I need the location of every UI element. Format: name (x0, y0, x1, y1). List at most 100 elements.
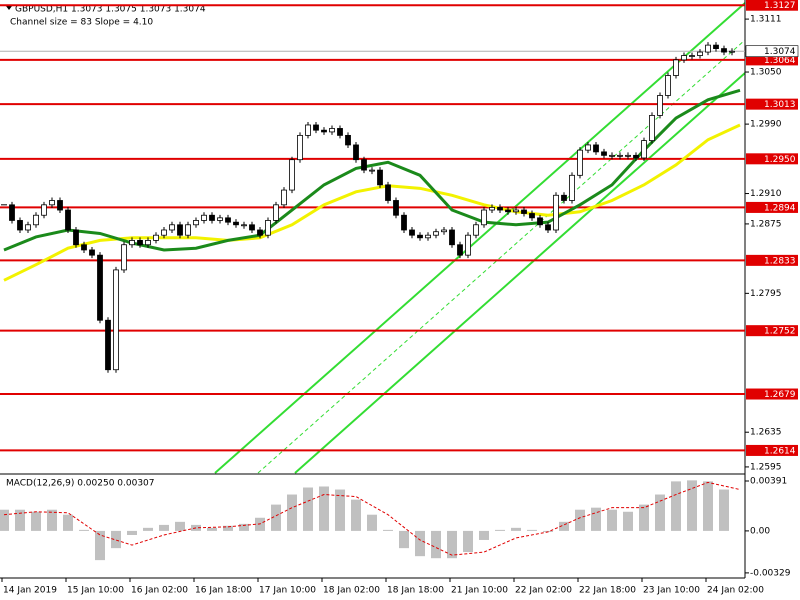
candle (225, 217, 231, 223)
candle (673, 59, 679, 76)
candle (73, 229, 79, 246)
candle (601, 151, 607, 156)
candle (409, 229, 415, 236)
ma-slow (3, 123, 741, 282)
macd-bar (687, 480, 697, 531)
candle (585, 144, 591, 151)
macd-bar (559, 521, 569, 531)
macd-bar (175, 521, 185, 531)
candle (217, 217, 223, 221)
candle (241, 224, 247, 227)
macd-bar (287, 494, 297, 531)
x-tick-label: 15 Jan 10:00 (67, 586, 124, 596)
x-tick-label: 18 Jan 02:00 (323, 586, 380, 596)
x-tick-label: 16 Jan 18:00 (195, 586, 252, 596)
candle (65, 209, 71, 231)
candle (665, 75, 671, 96)
candle (385, 184, 391, 201)
candle (713, 44, 719, 50)
macd-bar (623, 511, 633, 531)
macd-bar (47, 509, 57, 531)
macd-bar (63, 514, 73, 531)
candle (465, 234, 471, 256)
candle (649, 115, 655, 141)
candle (721, 48, 727, 53)
macd-bar (495, 529, 505, 531)
candle (105, 319, 111, 371)
y-tick-label: 1.2595 (750, 462, 782, 472)
candle (457, 244, 463, 256)
candle (425, 234, 431, 239)
y-tick-label: 1.2990 (750, 120, 782, 130)
candle (201, 214, 207, 221)
y-tick-label: 1.3111 (750, 15, 782, 25)
x-tick-label: 22 Jan 18:00 (579, 586, 636, 596)
candle (441, 229, 447, 233)
candle (33, 214, 39, 226)
candle (209, 214, 215, 221)
candle (681, 55, 687, 61)
candle (337, 128, 343, 136)
x-tick-label: 23 Jan 10:00 (643, 586, 700, 596)
x-tick-label: 17 Jan 10:00 (259, 586, 316, 596)
macd-bar (655, 494, 665, 531)
candle (641, 140, 647, 159)
macd-bar (703, 481, 713, 531)
last-price-label: 1.3074 (764, 47, 796, 57)
candle (145, 240, 151, 246)
candle (25, 224, 31, 231)
macd-signal (3, 481, 741, 556)
candle (89, 249, 95, 256)
macd-bar (159, 524, 169, 531)
macd-bar (367, 514, 377, 531)
candle (49, 200, 55, 206)
macd-bar (15, 509, 25, 531)
candle (81, 244, 87, 251)
candle (17, 220, 23, 231)
macd-y-tick-label: 0.00 (750, 526, 770, 536)
candle (257, 229, 263, 236)
macd-bar (415, 530, 425, 557)
candle (521, 209, 527, 214)
candle (169, 224, 175, 231)
candle (625, 154, 631, 157)
level-label: 1.2614 (764, 446, 796, 456)
candle (729, 50, 735, 53)
level-label-box (746, 153, 798, 165)
level-label: 1.2950 (764, 155, 796, 165)
candle (289, 159, 295, 191)
candle (449, 229, 455, 246)
candle (417, 234, 423, 239)
level-label-box (746, 325, 798, 337)
candle (361, 159, 367, 171)
macd-bar (431, 530, 441, 559)
candle (529, 213, 535, 219)
candle (553, 194, 559, 231)
y-tick-label: 1.2635 (750, 428, 782, 438)
macd-bar (591, 507, 601, 531)
candle (393, 200, 399, 216)
x-tick-label: 16 Jan 02:00 (131, 586, 188, 596)
y-tick-label: 1.2875 (750, 219, 782, 229)
candle (505, 209, 511, 213)
macd-bar (95, 530, 105, 561)
macd-bar (223, 525, 233, 531)
macd-label: MACD(12,26,9) 0.00250 0.00307 (6, 479, 155, 489)
candle (537, 217, 543, 226)
y-tick-label: 1.2910 (750, 189, 782, 199)
candle (153, 234, 159, 241)
candle (497, 207, 503, 211)
macd-bar (639, 504, 649, 531)
candle (9, 204, 15, 221)
candle (489, 207, 495, 211)
macd-bar (511, 527, 521, 531)
x-tick-label: 22 Jan 02:00 (515, 586, 572, 596)
macd-bar (239, 523, 249, 531)
level-label: 1.3127 (764, 1, 796, 11)
y-tick-label: 1.2795 (750, 289, 782, 299)
chart-title: GBPUSD,H1 1.3073 1.3075 1.3073 1.3074 (15, 5, 206, 15)
candle (473, 224, 479, 236)
channel-middle (257, 39, 746, 474)
candle (377, 169, 383, 186)
